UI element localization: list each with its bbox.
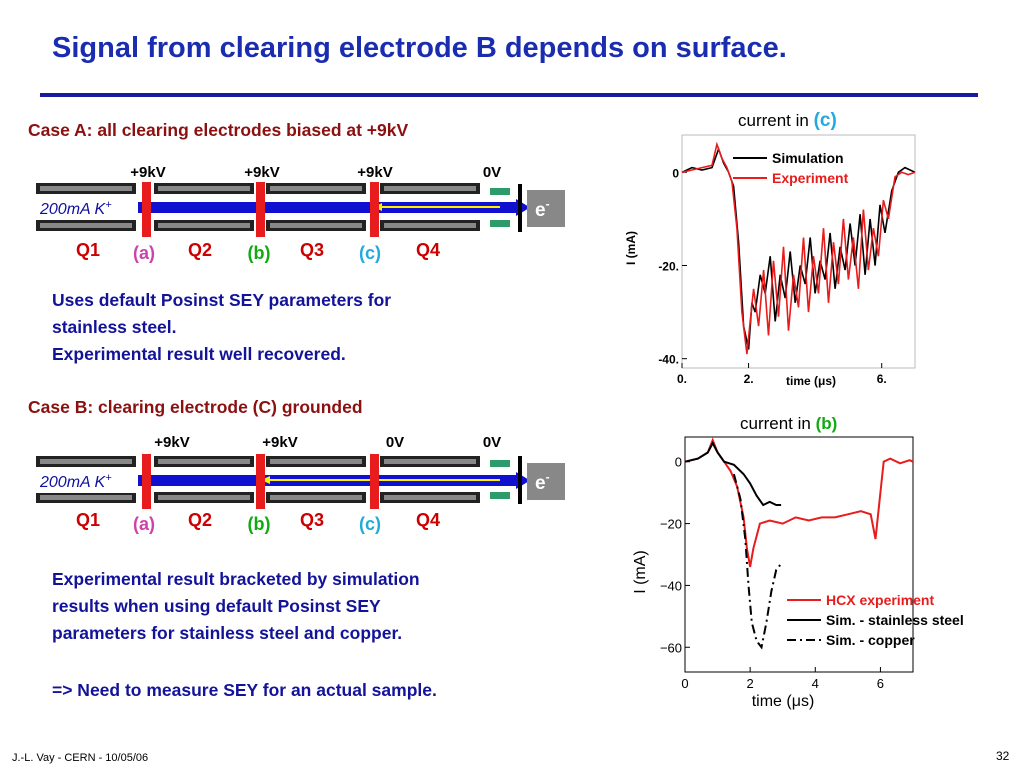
case-b-voltage-d: 0V (483, 434, 501, 451)
end-wall (518, 456, 522, 504)
electron-label: e- (535, 470, 550, 494)
quad-label-q2: Q2 (188, 510, 212, 530)
case-b-line-2: results when using default Posinst SEY (52, 596, 381, 616)
footer-author: J.-L. Vay - CERN - 10/05/06 (12, 752, 149, 764)
y-axis-label: I (mA) (632, 550, 649, 594)
end-plate-bottom (490, 492, 510, 499)
y-tick-label: −60 (660, 640, 682, 655)
electrode-label-a: (a) (133, 243, 155, 263)
x-tick-label: 0. (677, 372, 687, 386)
electrode-label-c: (c) (359, 514, 381, 534)
clearing-electrode-a (142, 454, 151, 509)
conclusion-text: => Need to measure SEY for an actual sam… (52, 680, 437, 700)
case-a-line-2: stainless steel. (52, 317, 177, 337)
case-b-voltage-b: +9kV (262, 434, 297, 451)
case-a-voltage-b: +9kV (244, 164, 279, 181)
x-axis-label: time (μs) (786, 374, 836, 388)
series-line-sim-stainless-steel (684, 441, 782, 507)
quad-label-q3: Q3 (300, 510, 324, 530)
y-tick-label: −40 (660, 578, 682, 593)
x-tick-label: 4 (812, 676, 819, 691)
plot-frame (681, 134, 916, 369)
y-tick-label: −20 (660, 517, 682, 532)
y-tick-label: 0 (672, 166, 679, 180)
quadrupole-magnets-bottom (36, 220, 480, 231)
series-line-sim-copper (732, 473, 782, 650)
title-underline (40, 93, 978, 97)
case-a-diagram: +9kV +9kV +9kV 0V e- 200mA K+ Q1 Q2 Q3 Q… (36, 164, 565, 263)
electrode-label-c: (c) (359, 243, 381, 263)
clearing-electrode-b (256, 454, 265, 509)
clearing-electrode-c (370, 182, 379, 237)
quad-label-q2: Q2 (188, 240, 212, 260)
x-tick-label: 6. (877, 372, 887, 386)
case-b-line-1: Experimental result bracketed by simulat… (52, 569, 420, 589)
legend-label: HCX experiment (826, 592, 934, 608)
y-tick-label: -20. (658, 259, 679, 273)
page-number: 32 (996, 749, 1010, 763)
clearing-electrode-c (370, 454, 379, 509)
y-axis-label: I (mA) (624, 231, 638, 265)
electrode-label-a: (a) (133, 514, 155, 534)
series-line-experiment (681, 141, 916, 355)
end-plate-bottom (490, 220, 510, 227)
quad-label-q4: Q4 (416, 510, 440, 530)
clearing-electrode-a (142, 182, 151, 237)
electron-label: e- (535, 197, 550, 221)
y-tick-label: -40. (658, 353, 679, 367)
clearing-electrode-b (256, 182, 265, 237)
series-line-hcx-experiment (684, 437, 914, 568)
slide-title: Signal from clearing electrode B depends… (52, 32, 787, 64)
case-b-voltage-c: 0V (386, 434, 404, 451)
electron-source-box (527, 463, 565, 500)
y-tick-label: 0 (675, 455, 682, 470)
x-tick-label: 0 (681, 676, 688, 691)
case-b-voltage-a: +9kV (154, 434, 189, 451)
x-axis-label: time (μs) (752, 693, 815, 710)
legend-label: Experiment (772, 170, 849, 186)
case-a-description: Uses default Posinst SEY parameters for … (52, 287, 532, 368)
case-a-voltage-d: 0V (483, 164, 501, 181)
plot-frame (684, 436, 914, 673)
end-plate-top (490, 460, 510, 467)
chart-current-b: 0 2 4 6 0 −20 −40 −60 time (μs) I (mA) HCX experim… (632, 436, 964, 710)
x-tick-label: 6 (877, 676, 884, 691)
quadrupole-magnets-top (36, 456, 480, 467)
quad-label-q4: Q4 (416, 240, 440, 260)
legend-label: Sim. - copper (826, 632, 915, 648)
case-b-heading: Case B: clearing electrode (C) grounded (28, 397, 363, 417)
quad-label-q3: Q3 (300, 240, 324, 260)
beam-label: 200mA K+ (39, 472, 112, 491)
end-plate-top (490, 188, 510, 195)
electron-source-box (527, 190, 565, 227)
case-b-diagram: +9kV +9kV 0V 0V e- 200mA K+ Q1 Q2 Q3 Q4 … (36, 434, 565, 534)
x-tick-label: 2. (744, 372, 754, 386)
series-line-simulation (681, 146, 916, 350)
chart-c-title: current in (c) (738, 110, 837, 131)
case-b-description: Experimental result bracketed by simulat… (52, 566, 542, 647)
quad-label-q1: Q1 (76, 510, 100, 530)
beam-label: 200mA K+ (39, 199, 112, 218)
electrode-label-b: (b) (248, 514, 271, 534)
case-a-line-3: Experimental result well recovered. (52, 344, 346, 364)
quad-label-q1: Q1 (76, 240, 100, 260)
quadrupole-magnets-bottom (36, 492, 480, 503)
chart-b-title: current in (b) (740, 414, 838, 433)
legend-label: Simulation (772, 150, 844, 166)
chart-current-c: 0. 2. 6. 0 -20. -40. time (μs) I (mA) Simulation… (624, 134, 916, 388)
electrode-label-b: (b) (248, 243, 271, 263)
electron-flow-arrowhead (261, 476, 270, 484)
case-a-voltage-c: +9kV (357, 164, 392, 181)
legend-label: Sim. - stainless steel (826, 612, 964, 628)
case-a-line-1: Uses default Posinst SEY parameters for (52, 290, 392, 310)
ion-beam (138, 202, 516, 213)
case-a-heading: Case A: all clearing electrodes biased a… (28, 120, 409, 140)
quadrupole-magnets-top (36, 183, 480, 194)
case-b-line-3: parameters for stainless steel and coppe… (52, 623, 403, 643)
end-wall (518, 184, 522, 232)
x-tick-label: 2 (747, 676, 754, 691)
case-a-voltage-a: +9kV (130, 164, 165, 181)
